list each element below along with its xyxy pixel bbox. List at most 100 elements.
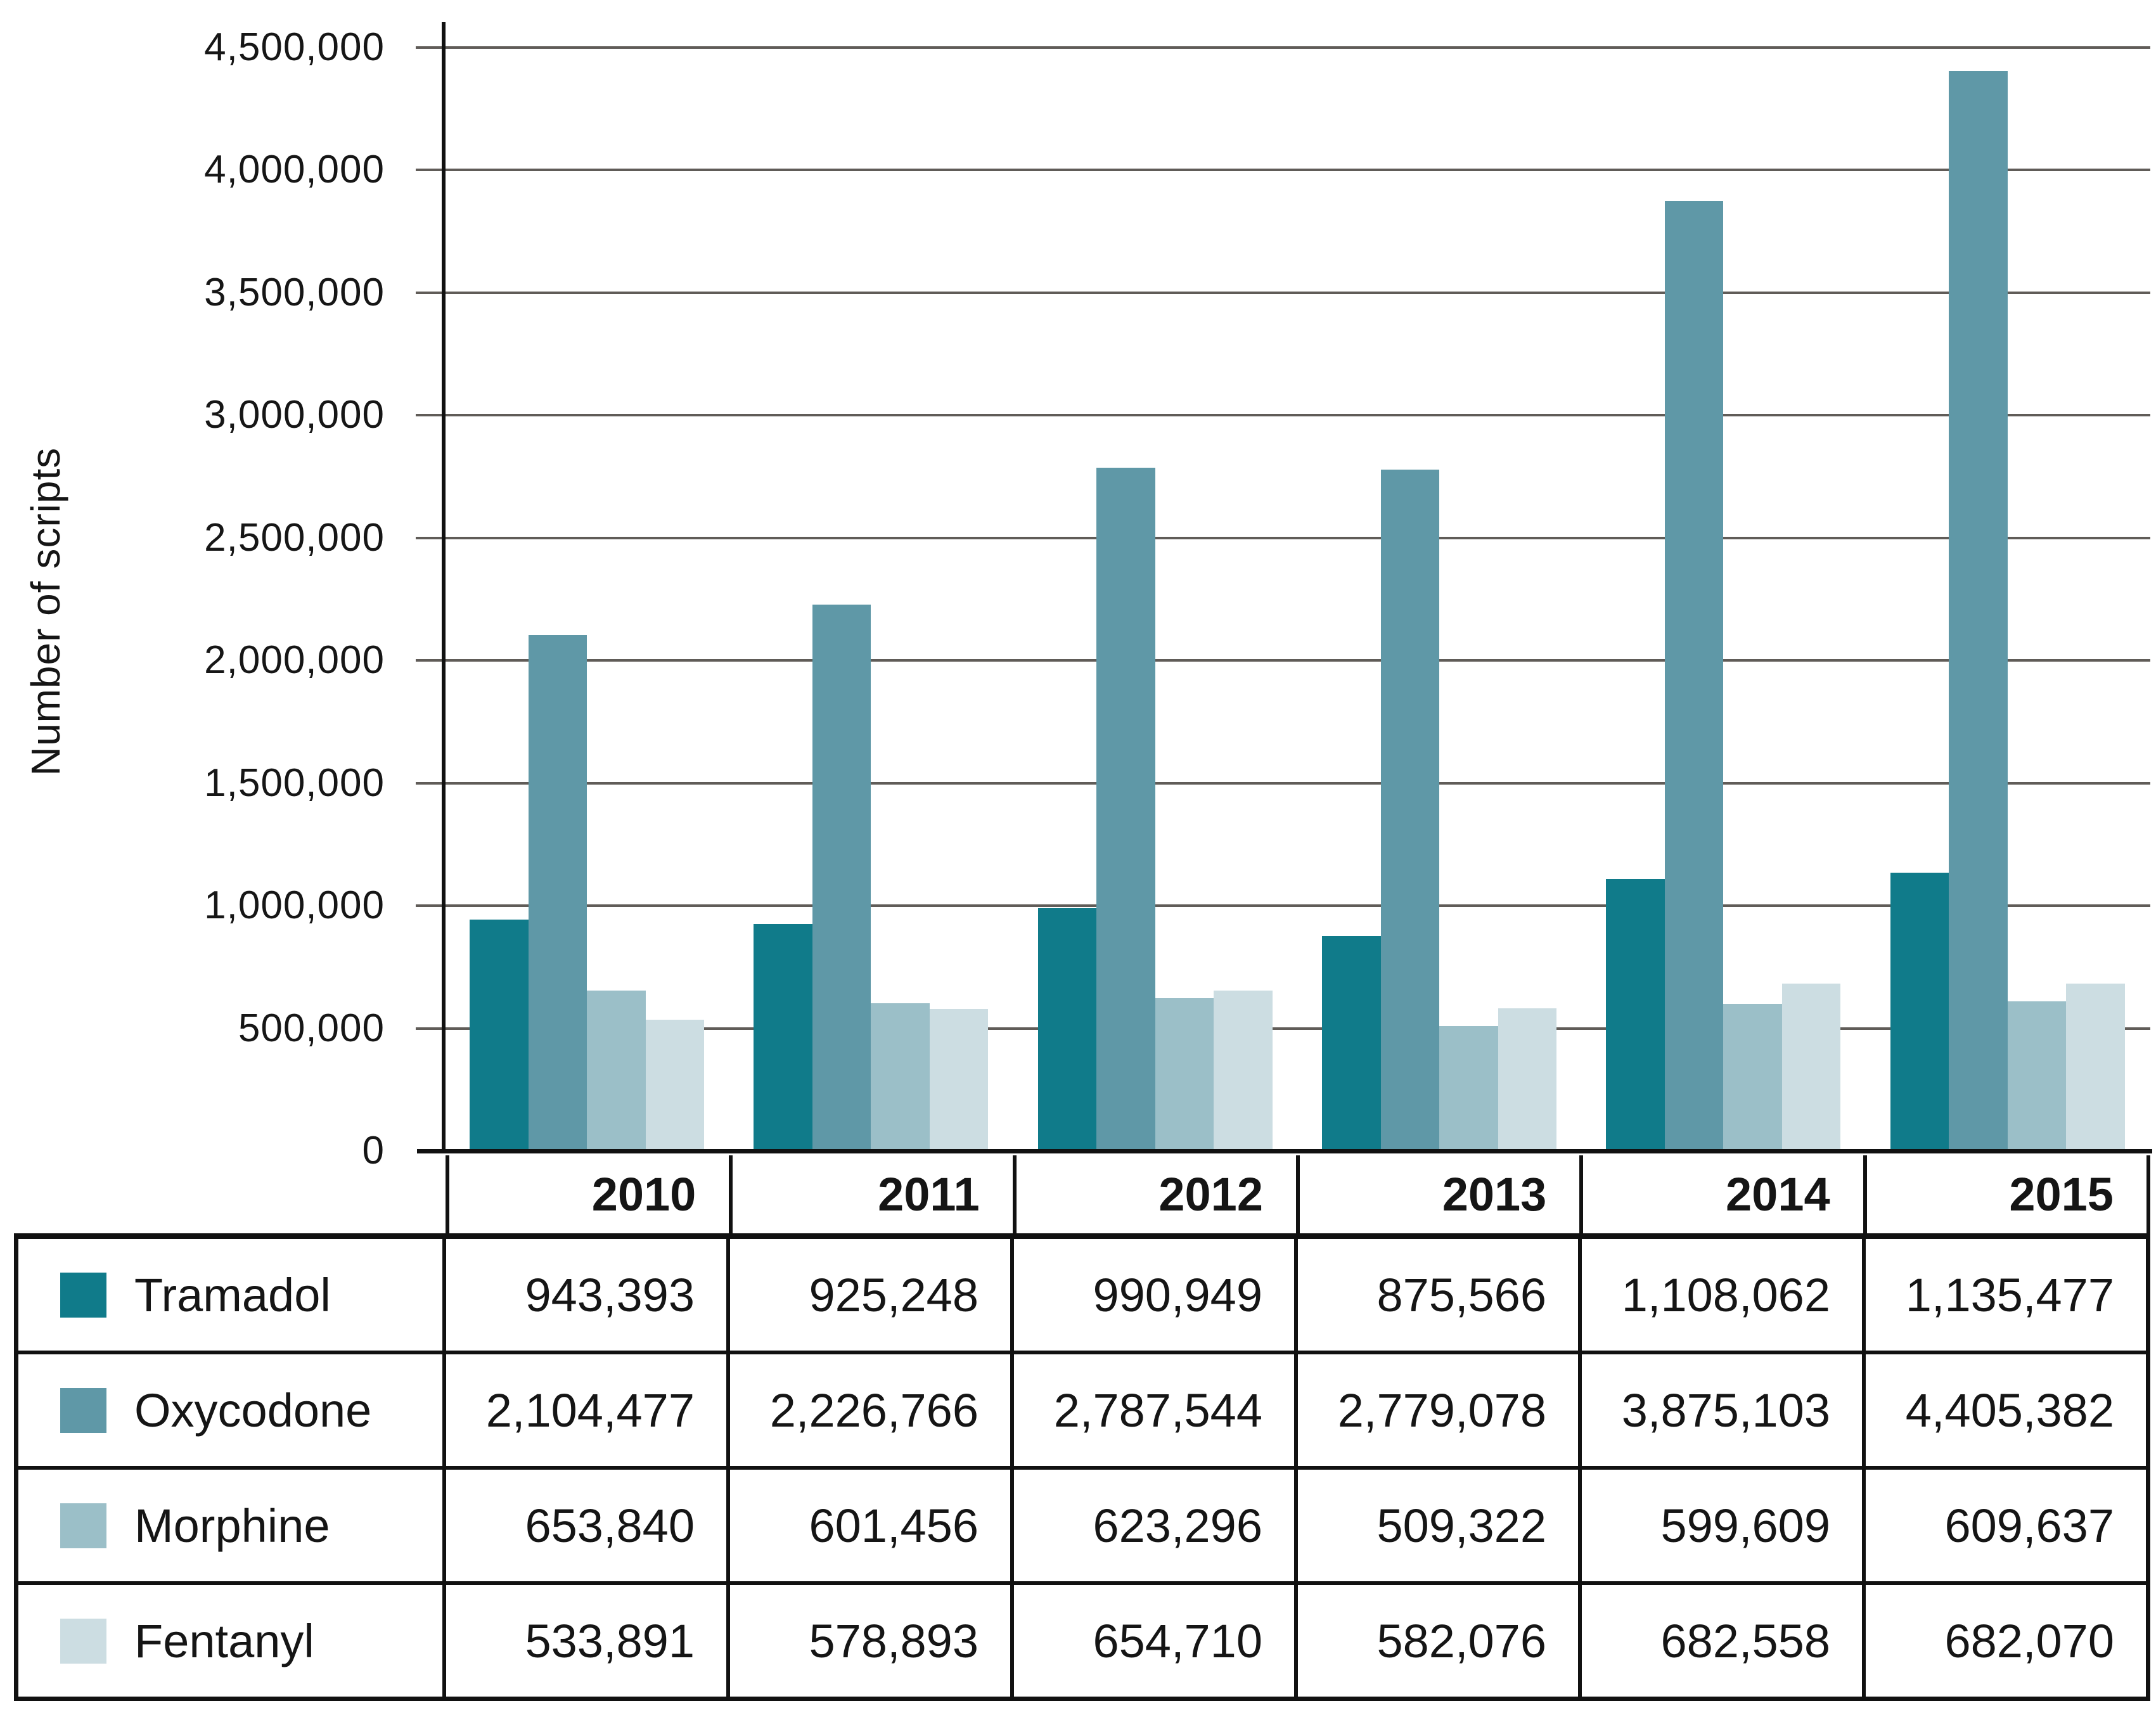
bar-fentanyl-2011 xyxy=(929,1009,989,1151)
value-cell-oxycodone-2010: 2,104,477 xyxy=(446,1354,730,1466)
y-tick-mark xyxy=(416,536,446,539)
y-axis-line xyxy=(442,22,446,1151)
y-tick-label: 500,000 xyxy=(238,1006,385,1050)
legend-label: Oxycodone xyxy=(134,1384,372,1437)
legend-swatch-fentanyl xyxy=(60,1618,106,1664)
value-cell-fentanyl-2012: 654,710 xyxy=(1014,1585,1298,1697)
value-cell-oxycodone-2012: 2,787,544 xyxy=(1014,1354,1298,1466)
table-row-fentanyl: Fentanyl 533,891 578,893 654,710 582,076 682,… xyxy=(18,1581,2146,1697)
bar-tramadol-2011 xyxy=(754,924,812,1151)
value-cell-tramadol-2010: 943,393 xyxy=(446,1239,730,1351)
year-header-2012: 2012 xyxy=(1017,1155,1300,1233)
value-cell-morphine-2010: 653,840 xyxy=(446,1470,730,1581)
value-cell-morphine-2012: 623,296 xyxy=(1014,1470,1298,1581)
value-cell-oxycodone-2014: 3,875,103 xyxy=(1582,1354,1866,1466)
y-tick-mark xyxy=(416,781,446,785)
year-header-2013: 2013 xyxy=(1300,1155,1584,1233)
y-tick-mark xyxy=(416,291,446,294)
legend-label: Fentanyl xyxy=(134,1614,314,1667)
table-row-tramadol: Tramadol 943,393 925,248 990,949 875,566 1,10… xyxy=(18,1239,2146,1351)
gridline xyxy=(446,659,2150,662)
bar-tramadol-2013 xyxy=(1322,936,1381,1151)
y-tick-label: 4,000,000 xyxy=(204,148,385,192)
bar-oxycodone-2010 xyxy=(528,634,587,1151)
legend-cell-fentanyl: Fentanyl xyxy=(18,1585,446,1697)
y-tick-label: 4,500,000 xyxy=(204,25,385,69)
value-cell-oxycodone-2013: 2,779,078 xyxy=(1298,1354,1582,1466)
value-cell-fentanyl-2015: 682,070 xyxy=(1944,1614,2115,1667)
legend-swatch-morphine xyxy=(60,1503,106,1548)
value-cell-morphine-2014: 599,609 xyxy=(1582,1470,1866,1581)
gridline xyxy=(446,414,2150,417)
bar-oxycodone-2011 xyxy=(812,605,871,1151)
legend-swatch-tramadol xyxy=(60,1272,106,1318)
gridline xyxy=(446,536,2150,539)
bar-tramadol-2010 xyxy=(470,920,529,1151)
legend-label: Morphine xyxy=(134,1499,330,1552)
legend-label: Tramadol xyxy=(134,1268,331,1321)
gridline xyxy=(446,1027,2150,1030)
y-tick-label: 2,500,000 xyxy=(204,515,385,560)
gridline xyxy=(446,291,2150,294)
value-cell-tramadol-2014: 1,108,062 xyxy=(1582,1239,1866,1351)
year-header-2014: 2014 xyxy=(1583,1155,1867,1233)
y-tick-mark xyxy=(416,414,446,417)
y-tick-label: 3,500,000 xyxy=(204,270,385,314)
bar-oxycodone-2012 xyxy=(1096,467,1155,1151)
bar-fentanyl-2012 xyxy=(1214,990,1273,1151)
bar-oxycodone-2014 xyxy=(1664,200,1724,1151)
y-tick-label: 2,000,000 xyxy=(204,638,385,683)
bar-morphine-2015 xyxy=(2007,1001,2067,1151)
bar-morphine-2011 xyxy=(871,1003,930,1151)
value-cell-oxycodone-2011: 2,226,766 xyxy=(730,1354,1014,1466)
gridline xyxy=(446,169,2150,172)
legend-cell-tramadol: Tramadol xyxy=(18,1239,446,1351)
y-tick-mark xyxy=(416,904,446,908)
year-header-2015: 2015 xyxy=(1867,1155,2150,1233)
y-tick-label: 0 xyxy=(362,1129,385,1172)
value-cell-fentanyl-2011: 578,893 xyxy=(730,1585,1014,1697)
bar-oxycodone-2013 xyxy=(1380,469,1439,1151)
value-cell-morphine-2011: 601,456 xyxy=(730,1470,1014,1581)
value-cell-tramadol-2011: 925,248 xyxy=(730,1239,1014,1351)
gridline xyxy=(446,904,2150,908)
bar-fentanyl-2014 xyxy=(1781,983,1841,1151)
value-cell-morphine-2015: 609,637 xyxy=(1944,1499,2115,1552)
value-cell-tramadol-2015: 1,135,477 xyxy=(1905,1268,2114,1321)
value-cell-fentanyl-2010: 533,891 xyxy=(446,1585,730,1697)
bar-morphine-2014 xyxy=(1723,1004,1782,1151)
data-table: Tramadol 943,393 925,248 990,949 875,566 1,10… xyxy=(14,1233,2150,1701)
y-tick-label: 1,500,000 xyxy=(204,761,385,805)
bar-tramadol-2012 xyxy=(1037,908,1097,1151)
value-cell-morphine-2013: 509,322 xyxy=(1298,1470,1582,1581)
y-tick-label: 3,000,000 xyxy=(204,393,385,437)
value-cell-fentanyl-2014: 682,558 xyxy=(1582,1585,1866,1697)
value-cell-fentanyl-2013: 582,076 xyxy=(1298,1585,1582,1697)
gridline xyxy=(446,781,2150,785)
bar-morphine-2012 xyxy=(1155,998,1214,1151)
y-axis-title: Number of scripts xyxy=(23,447,68,776)
year-header-2010: 2010 xyxy=(449,1155,733,1233)
bar-fentanyl-2013 xyxy=(1498,1008,1556,1151)
legend-cell-morphine: Morphine xyxy=(18,1470,446,1581)
value-cell-tramadol-2013: 875,566 xyxy=(1298,1239,1582,1351)
y-tick-mark xyxy=(416,46,446,49)
y-tick-mark xyxy=(416,659,446,662)
year-header-2011: 2011 xyxy=(733,1155,1017,1233)
y-tick-label: 1,000,000 xyxy=(204,883,385,928)
legend-cell-oxycodone: Oxycodone xyxy=(18,1354,446,1466)
bar-tramadol-2015 xyxy=(1890,872,1949,1151)
y-tick-mark xyxy=(416,1027,446,1030)
bar-oxycodone-2015 xyxy=(1949,70,2008,1151)
value-cell-tramadol-2012: 990,949 xyxy=(1014,1239,1298,1351)
value-cell-oxycodone-2015: 4,405,382 xyxy=(1905,1384,2114,1437)
gridline xyxy=(446,46,2150,49)
year-header-row: 2010 2011 2012 2013 2014 2015 xyxy=(446,1155,2150,1233)
bar-morphine-2013 xyxy=(1439,1025,1498,1151)
table-row-morphine: Morphine 653,840 601,456 623,296 509,322 599,… xyxy=(18,1466,2146,1581)
x-axis-line xyxy=(417,1149,2152,1153)
table-row-oxycodone: Oxycodone 2,104,477 2,226,766 2,787,544 2,77… xyxy=(18,1351,2146,1466)
y-tick-mark xyxy=(416,169,446,172)
legend-swatch-oxycodone xyxy=(60,1387,106,1433)
